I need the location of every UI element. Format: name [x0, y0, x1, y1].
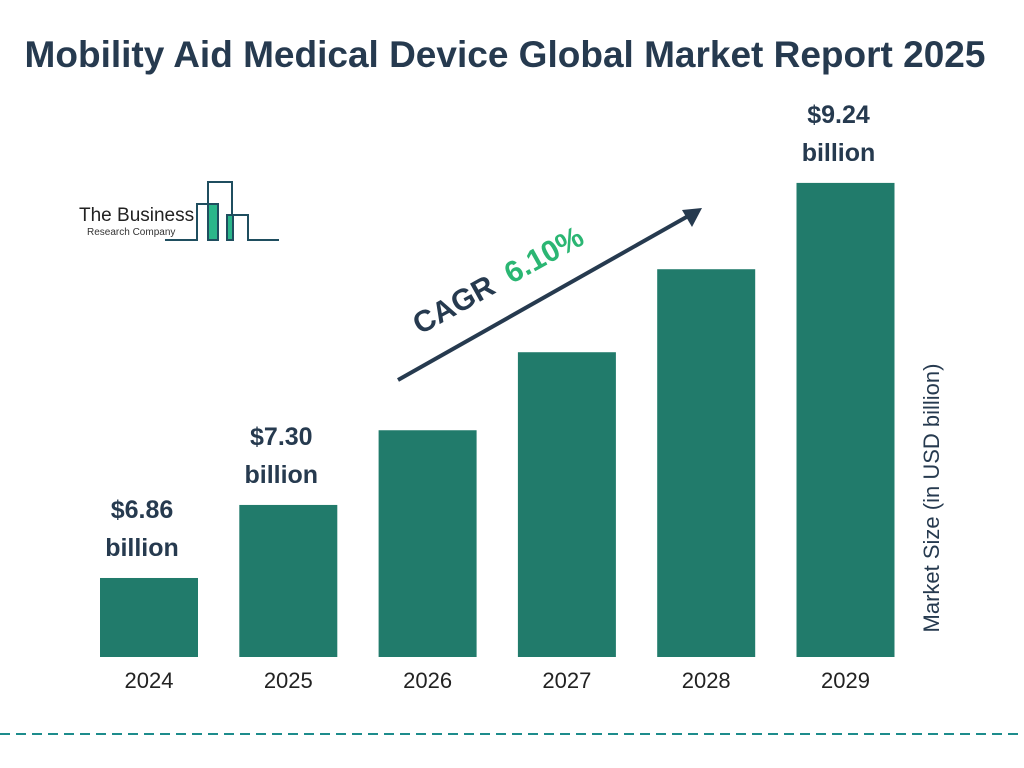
data-label: billion: [802, 139, 876, 167]
y-axis-label: Market Size (in USD billion): [919, 363, 944, 633]
logo-icon: [165, 181, 279, 241]
x-tick-label: 2028: [682, 668, 731, 693]
bar-2029: [796, 182, 895, 658]
logo-text: The Business: [79, 205, 195, 226]
x-tick-label: 2024: [125, 668, 174, 693]
bar-2026: [378, 430, 477, 657]
x-tick-label: 2029: [821, 668, 870, 693]
x-tick-label: 2026: [403, 668, 452, 693]
logo-subtext: Research Company: [87, 227, 176, 238]
bar-2027: [517, 352, 616, 657]
x-tick-label: 2027: [542, 668, 591, 693]
data-label: $9.24: [807, 101, 870, 129]
data-label: $7.30: [250, 423, 313, 451]
bar-2024: [100, 577, 198, 657]
chart-title: Mobility Aid Medical Device Global Marke…: [24, 34, 986, 75]
data-label: billion: [244, 461, 318, 489]
cagr-arrow: [397, 208, 702, 382]
bar-2028: [657, 269, 756, 657]
bar-2025: [239, 504, 338, 657]
data-label: billion: [105, 534, 179, 562]
data-label: $6.86: [111, 496, 174, 524]
x-tick-label: 2025: [264, 668, 313, 693]
